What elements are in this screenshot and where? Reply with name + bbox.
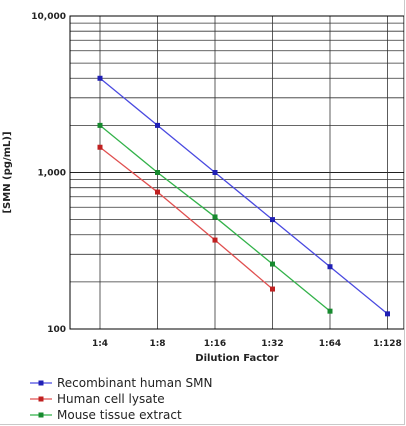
series-line xyxy=(99,146,273,290)
series-mouse-tissue-extract xyxy=(97,122,333,314)
x-tick-label: 1:32 xyxy=(261,339,283,349)
legend-item: Human cell lysate xyxy=(30,392,165,406)
x-tick-label: 1:16 xyxy=(204,339,226,349)
grid-layer xyxy=(70,16,404,329)
legend-marker xyxy=(38,412,44,418)
y-tick-label: 10,000 xyxy=(31,12,66,22)
data-point xyxy=(385,311,390,317)
data-point xyxy=(212,214,218,220)
data-point xyxy=(155,189,160,195)
data-point xyxy=(212,237,218,243)
data-point xyxy=(270,286,275,292)
legend-marker xyxy=(38,396,44,402)
series-line xyxy=(99,77,388,315)
plot-area xyxy=(69,15,404,330)
data-point xyxy=(327,264,333,270)
series-recombinant-human-smn xyxy=(97,75,390,317)
x-axis-label: Dilution Factor xyxy=(195,353,279,364)
y-axis-tick-labels: 100 1,000 10,000 xyxy=(31,12,66,335)
series-human-cell-lysate xyxy=(97,144,275,292)
legend-label: Mouse tissue extract xyxy=(57,408,182,422)
legend-label: Human cell lysate xyxy=(57,392,165,406)
legend-item: Recombinant human SMN xyxy=(30,376,212,390)
x-tick-label: 1:4 xyxy=(92,339,108,349)
data-point xyxy=(212,170,218,175)
data-point xyxy=(97,144,103,150)
x-tick-label: 1:64 xyxy=(319,339,341,349)
legend-label: Recombinant human SMN xyxy=(57,376,212,390)
data-point xyxy=(97,75,103,81)
legend: Recombinant human SMN Human cell lysate Mo… xyxy=(30,376,212,422)
series-layer xyxy=(97,75,390,317)
data-point xyxy=(155,122,160,128)
data-point xyxy=(97,122,103,128)
y-tick-label: 100 xyxy=(47,325,66,335)
data-point xyxy=(155,170,160,175)
data-point xyxy=(270,261,275,267)
y-axis-label: [SMN (pg/mL)] xyxy=(2,131,13,213)
data-point xyxy=(327,308,333,314)
x-tick-label: 1:128 xyxy=(373,339,402,349)
data-point xyxy=(270,217,275,223)
legend-item: Mouse tissue extract xyxy=(30,408,182,422)
x-tick-label: 1:8 xyxy=(149,339,165,349)
x-axis-tick-labels: 1:4 1:8 1:16 1:32 1:64 1:128 xyxy=(92,339,402,349)
legend-marker xyxy=(38,380,44,386)
y-tick-label: 1,000 xyxy=(38,169,66,179)
